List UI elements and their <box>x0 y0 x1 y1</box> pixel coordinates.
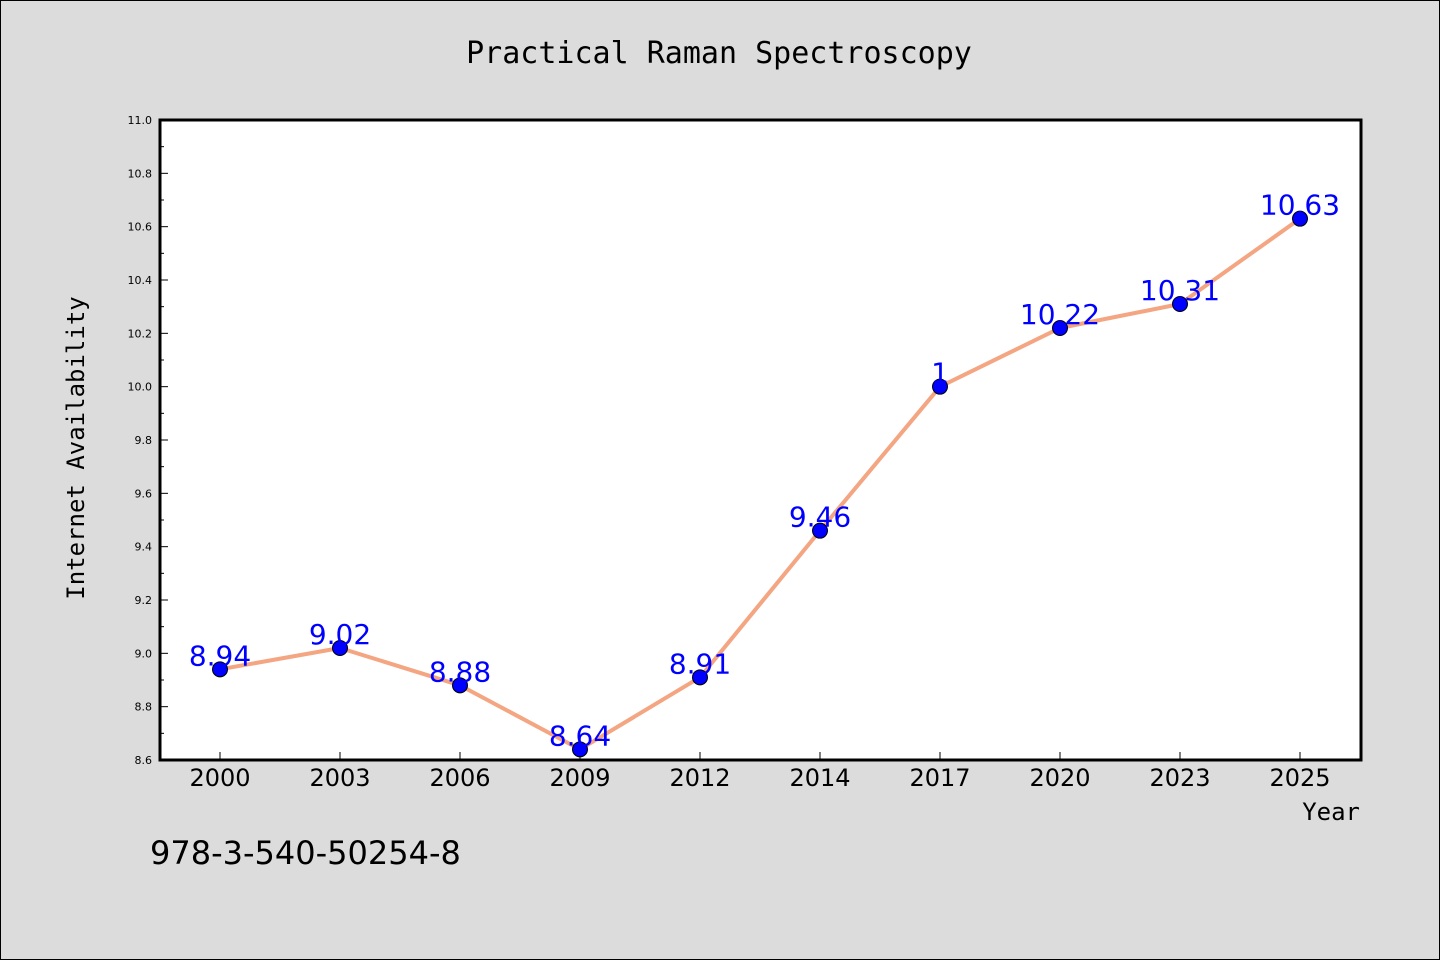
x-tick-label: 2012 <box>669 764 730 792</box>
y-tick-label: 10.8 <box>128 167 153 180</box>
data-label: 1 <box>931 357 949 390</box>
y-tick-label: 11.0 <box>128 114 153 127</box>
data-point <box>1292 210 1308 227</box>
y-tick-label: 10.4 <box>128 274 153 287</box>
data-point <box>692 669 708 686</box>
y-tick-label: 9.0 <box>135 647 153 660</box>
x-axis: 2000 2003 2006 2009 2012 2014 2017 2020 2023 2025 <box>189 752 1331 792</box>
data-point <box>452 677 468 694</box>
y-tick-label: 10.2 <box>128 327 153 340</box>
isbn-text: 978-3-540-50254-8 <box>150 834 461 872</box>
data-label: 8.91 <box>669 647 731 680</box>
data-point <box>212 661 228 678</box>
x-tick-label: 2023 <box>1149 764 1210 792</box>
x-tick-label: 2017 <box>909 764 970 792</box>
data-point <box>932 378 948 395</box>
data-label: 9.02 <box>309 618 371 651</box>
x-tick-label: 2020 <box>1029 764 1090 792</box>
data-point <box>1172 296 1188 312</box>
y-axis-label: Internet Availability <box>62 296 90 599</box>
data-point <box>1052 320 1068 336</box>
y-tick-label: 8.8 <box>135 701 153 714</box>
data-label: 9.46 <box>789 501 851 534</box>
data-label: 10.22 <box>1020 298 1100 331</box>
series-line <box>219 217 1302 752</box>
y-tick-label: 9.6 <box>135 487 153 500</box>
plot-border <box>158 118 1363 762</box>
data-point <box>812 522 828 539</box>
y-tick-label: 9.4 <box>135 541 153 554</box>
data-point <box>572 741 588 758</box>
data-label: 8.88 <box>429 655 491 688</box>
x-axis-label: Year <box>1302 798 1360 826</box>
x-tick-label: 2003 <box>309 764 370 792</box>
data-label: 10.63 <box>1260 189 1340 222</box>
chart-title: Practical Raman Spectroscopy <box>466 36 972 71</box>
data-label: 8.94 <box>189 639 251 672</box>
data-point <box>332 640 348 656</box>
x-tick-label: 2009 <box>549 764 610 792</box>
y-tick-label: 9.8 <box>135 434 153 447</box>
x-tick-label: 2014 <box>789 764 850 792</box>
series-layer: 8.94 9.02 8.88 8.64 8.91 9.46 1 10.22 10.31 10.63 <box>189 189 1340 758</box>
y-tick-label: 10.6 <box>128 221 153 234</box>
x-tick-label: 2000 <box>189 764 250 792</box>
x-tick-label: 2025 <box>1269 764 1330 792</box>
y-tick-label: 10.0 <box>128 381 153 394</box>
data-label: 8.64 <box>549 719 611 752</box>
plot-area <box>160 120 1361 760</box>
data-label: 10.31 <box>1140 274 1220 307</box>
y-tick-label: 8.6 <box>135 754 153 767</box>
x-tick-label: 2006 <box>429 764 490 792</box>
y-tick-label: 9.2 <box>135 594 153 607</box>
